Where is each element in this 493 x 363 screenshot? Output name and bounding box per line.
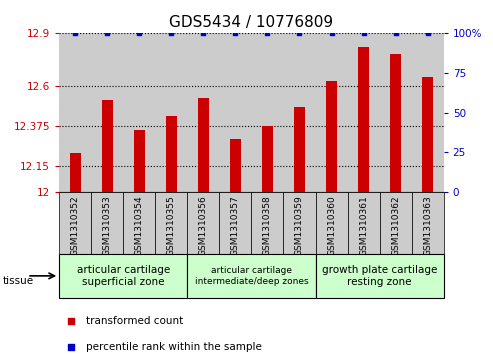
FancyBboxPatch shape [412, 192, 444, 254]
Bar [219, 33, 251, 192]
Point [71, 30, 79, 36]
FancyBboxPatch shape [219, 192, 251, 254]
Bar [59, 33, 91, 192]
Text: GSM1310355: GSM1310355 [167, 195, 176, 256]
FancyBboxPatch shape [316, 192, 348, 254]
Text: growth plate cartilage
resting zone: growth plate cartilage resting zone [322, 265, 437, 287]
Point [295, 30, 303, 36]
Point [359, 30, 367, 36]
FancyBboxPatch shape [380, 192, 412, 254]
Bar [412, 33, 444, 192]
Bar [198, 98, 209, 192]
Bar [251, 33, 283, 192]
Bar [187, 33, 219, 192]
Text: GSM1310353: GSM1310353 [103, 195, 112, 256]
Point [67, 344, 74, 350]
Text: transformed count: transformed count [86, 316, 183, 326]
Point [135, 30, 143, 36]
Bar [380, 33, 412, 192]
Bar [102, 100, 113, 192]
Bar [166, 116, 177, 192]
FancyBboxPatch shape [283, 192, 316, 254]
Bar [283, 33, 316, 192]
Text: GSM1310361: GSM1310361 [359, 195, 368, 256]
FancyBboxPatch shape [91, 192, 123, 254]
FancyBboxPatch shape [123, 192, 155, 254]
Text: GSM1310352: GSM1310352 [70, 195, 80, 256]
Point [423, 30, 432, 36]
FancyBboxPatch shape [155, 192, 187, 254]
Bar [390, 54, 401, 192]
Bar [155, 33, 187, 192]
Text: GSM1310360: GSM1310360 [327, 195, 336, 256]
FancyBboxPatch shape [59, 254, 187, 298]
Text: GSM1310359: GSM1310359 [295, 195, 304, 256]
Point [263, 30, 271, 36]
Bar [358, 47, 369, 192]
Bar [262, 126, 273, 192]
Bar [326, 81, 337, 192]
Bar [294, 107, 305, 192]
Text: GSM1310357: GSM1310357 [231, 195, 240, 256]
Point [103, 30, 111, 36]
Text: percentile rank within the sample: percentile rank within the sample [86, 342, 262, 352]
Bar [70, 153, 81, 192]
Bar [348, 33, 380, 192]
Point [231, 30, 239, 36]
FancyBboxPatch shape [187, 192, 219, 254]
FancyBboxPatch shape [59, 192, 91, 254]
Bar [422, 77, 433, 192]
Text: tissue: tissue [2, 276, 34, 286]
Text: articular cartilage
intermediate/deep zones: articular cartilage intermediate/deep zo… [195, 266, 308, 286]
FancyBboxPatch shape [187, 254, 316, 298]
Point [391, 30, 399, 36]
Point [327, 30, 335, 36]
Text: GSM1310354: GSM1310354 [135, 195, 144, 256]
FancyBboxPatch shape [316, 254, 444, 298]
Bar [134, 130, 145, 192]
Text: articular cartilage
superficial zone: articular cartilage superficial zone [76, 265, 170, 287]
Text: GSM1310358: GSM1310358 [263, 195, 272, 256]
Title: GDS5434 / 10776809: GDS5434 / 10776809 [170, 15, 333, 30]
FancyBboxPatch shape [348, 192, 380, 254]
Text: GSM1310356: GSM1310356 [199, 195, 208, 256]
FancyBboxPatch shape [251, 192, 283, 254]
Bar [230, 139, 241, 192]
Point [167, 30, 176, 36]
Bar [91, 33, 123, 192]
Bar [316, 33, 348, 192]
Point [199, 30, 207, 36]
Point [67, 318, 74, 324]
Text: GSM1310362: GSM1310362 [391, 195, 400, 256]
Bar [123, 33, 155, 192]
Text: GSM1310363: GSM1310363 [423, 195, 432, 256]
